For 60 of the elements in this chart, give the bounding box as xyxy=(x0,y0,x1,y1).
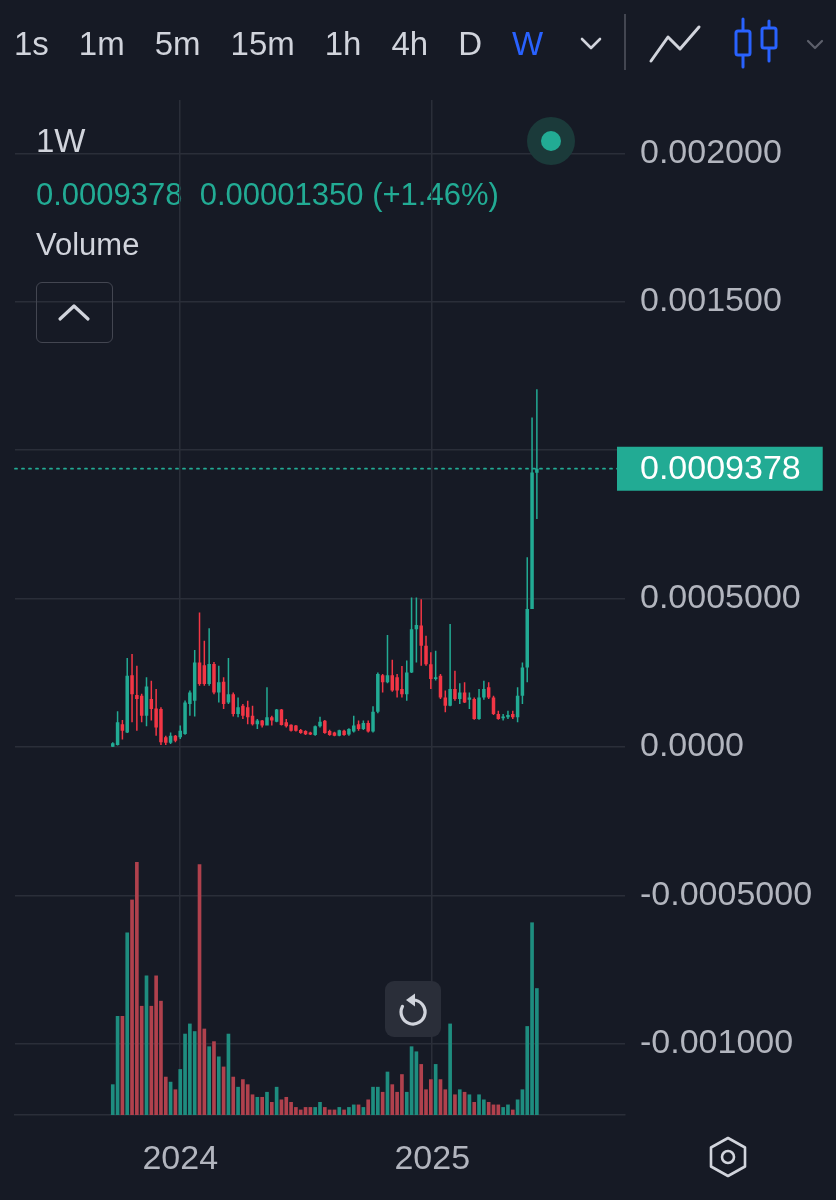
text: 1s xyxy=(14,25,49,62)
candlestick xyxy=(511,710,515,720)
bar xyxy=(390,1084,395,1115)
bar xyxy=(457,1089,462,1115)
bar xyxy=(236,1086,240,1115)
bar xyxy=(269,1102,274,1115)
candlestick xyxy=(207,628,211,686)
candlestick xyxy=(135,665,139,731)
candlestick xyxy=(482,680,486,700)
bar xyxy=(496,1104,501,1115)
text: 4h xyxy=(391,25,429,62)
ref-line-label: 0.0009378 xyxy=(640,448,801,487)
bar xyxy=(510,1109,515,1115)
y-tick-label: -0.0005000 xyxy=(640,873,813,912)
y-tick-label: 0.0005000 xyxy=(640,576,801,615)
bar xyxy=(448,1023,452,1115)
x-tick-label: 2024 xyxy=(142,1137,219,1176)
bar xyxy=(284,1096,289,1115)
bar xyxy=(265,1091,269,1115)
text: 0.0009378 0.00001350 (+1.46%) xyxy=(36,177,499,212)
candlestick xyxy=(270,715,274,726)
x-tick-label: 2025 xyxy=(394,1137,471,1176)
candlestick xyxy=(419,599,423,666)
candlestick xyxy=(130,654,134,723)
chart-title: Volume xyxy=(36,227,140,262)
text: 15m xyxy=(230,25,295,62)
candlestick xyxy=(217,665,221,703)
bar xyxy=(337,1107,342,1115)
candlestick xyxy=(429,652,433,690)
bar xyxy=(322,1107,327,1115)
bar xyxy=(419,1064,424,1115)
text: 5m xyxy=(154,25,201,62)
candlestick xyxy=(453,670,457,701)
candlestick xyxy=(458,683,462,704)
bar xyxy=(207,1046,211,1115)
candlestick xyxy=(448,624,452,707)
bar xyxy=(125,932,130,1115)
bar xyxy=(453,1094,457,1115)
candlestick xyxy=(525,557,529,683)
bar xyxy=(472,1102,477,1115)
bar xyxy=(260,1096,264,1115)
text: 1m xyxy=(78,25,125,62)
bar xyxy=(216,1056,221,1115)
y-tick-label: 0.002000 xyxy=(640,131,782,170)
bar xyxy=(298,1109,303,1115)
text: D xyxy=(458,25,483,62)
text: 1W xyxy=(36,122,86,159)
y-tick-label: 0.0000 xyxy=(640,725,744,764)
bar xyxy=(366,1099,371,1115)
candlestick xyxy=(265,687,269,726)
text: W xyxy=(512,25,544,62)
y-tick-label: 0.001500 xyxy=(640,280,782,319)
bar xyxy=(351,1104,356,1115)
bar xyxy=(486,1102,491,1115)
text: 1h xyxy=(324,25,362,62)
bar xyxy=(212,1041,216,1115)
y-tick-label: -0.001000 xyxy=(640,1022,794,1061)
bar xyxy=(231,1076,236,1115)
candlestick xyxy=(236,697,240,718)
bar xyxy=(342,1109,346,1115)
